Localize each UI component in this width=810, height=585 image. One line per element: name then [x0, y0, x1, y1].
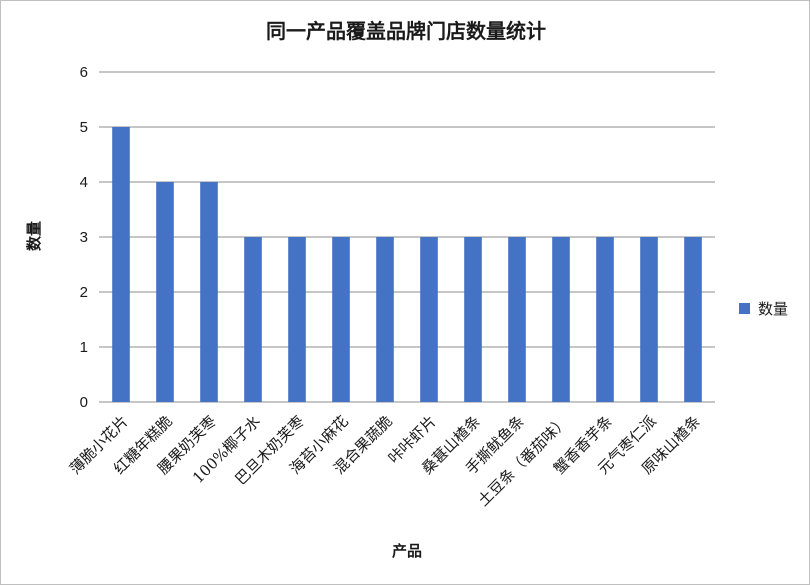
bar-9 — [508, 237, 526, 402]
bar-5 — [332, 237, 350, 402]
legend: 数量 — [739, 300, 788, 318]
y-tick-label-2: 2 — [80, 284, 88, 301]
chart-title: 同一产品覆盖品牌门店数量统计 — [266, 19, 546, 43]
legend-label: 数量 — [758, 300, 788, 318]
y-tick-label-3: 3 — [80, 229, 88, 246]
y-tick-label-0: 0 — [80, 394, 88, 411]
bar-8 — [464, 237, 482, 402]
x-axis-categories: 薄脆小花片红糖年糕脆腰果奶芙枣100%椰子水巴旦木奶芙枣海苔小麻花混合果蔬脆咔咔… — [66, 412, 704, 510]
y-tick-label-6: 6 — [80, 64, 88, 81]
bar-7 — [420, 237, 438, 402]
bar-10 — [552, 237, 570, 402]
x-axis-label: 产品 — [392, 542, 422, 560]
bars — [112, 127, 702, 402]
gridlines — [99, 71, 715, 403]
bar-2 — [200, 182, 218, 402]
bar-6 — [376, 237, 394, 402]
y-axis-label: 数量 — [25, 221, 43, 251]
bar-13 — [684, 237, 702, 402]
bar-0 — [112, 127, 130, 402]
bar-4 — [288, 237, 306, 402]
legend-swatch — [739, 303, 750, 314]
y-tick-label-4: 4 — [80, 174, 88, 191]
y-tick-label-1: 1 — [80, 339, 88, 356]
bar-12 — [640, 237, 658, 402]
y-tick-label-5: 5 — [80, 119, 88, 136]
y-axis-ticks: 0 1 2 3 4 5 6 — [80, 64, 88, 411]
bar-11 — [596, 237, 614, 402]
bar-3 — [244, 237, 262, 402]
bar-1 — [156, 182, 174, 402]
